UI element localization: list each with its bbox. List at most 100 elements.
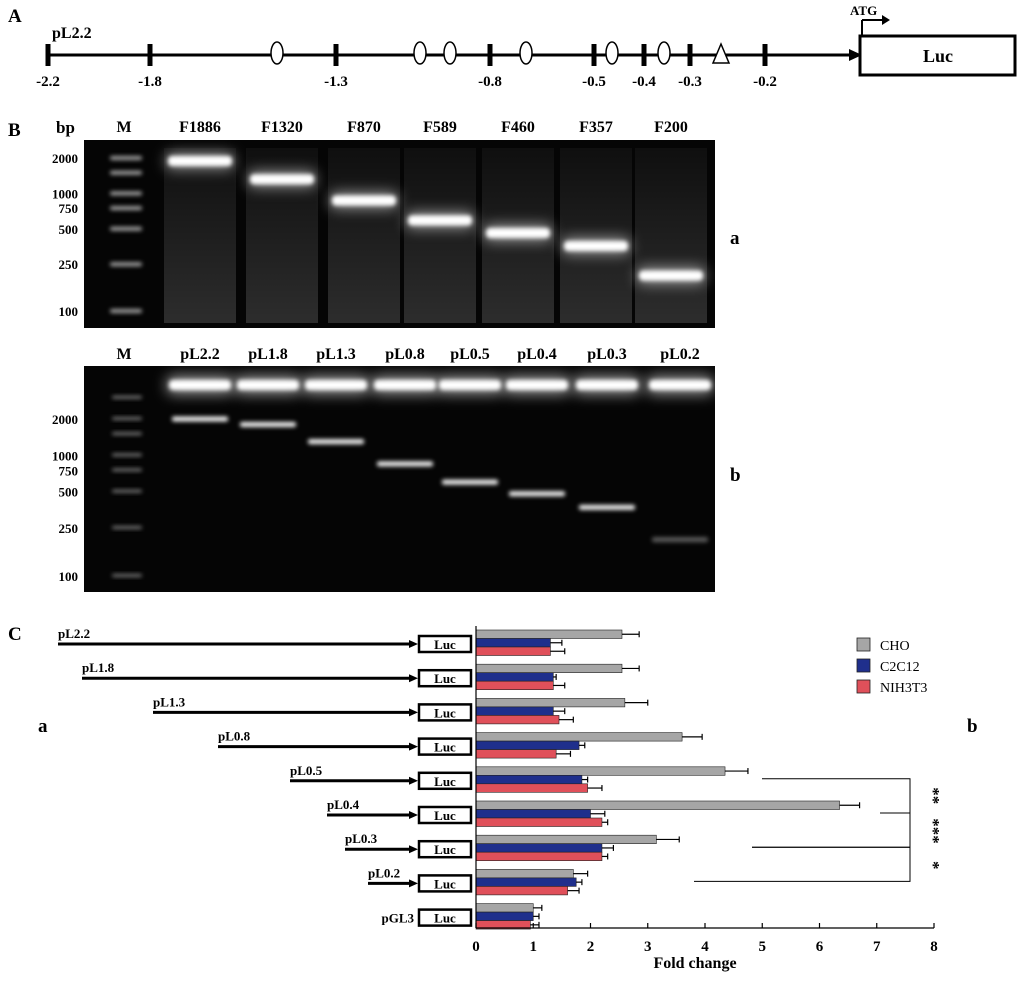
ladder-band <box>112 489 142 493</box>
x-axis-title: Fold change <box>653 955 736 972</box>
luc-label: Luc <box>434 911 456 926</box>
panel-letter-b: B <box>8 120 21 141</box>
luc-box <box>417 737 473 756</box>
vector-band <box>374 380 436 390</box>
legend-label: CHO <box>880 639 910 654</box>
construct-arrowhead <box>409 674 418 683</box>
map-tick-label: -0.5 <box>582 74 606 90</box>
gel-lane-label: F1886 <box>179 119 221 136</box>
map-triangle <box>711 42 731 64</box>
luc-label: Luc <box>434 774 456 789</box>
bar-c2c12 <box>475 775 583 785</box>
map-tick-label: -1.8 <box>138 74 162 90</box>
vector-band <box>649 380 711 390</box>
bar-nih3t3 <box>475 749 557 759</box>
luc-box <box>417 805 473 825</box>
chart-sublabel: b <box>967 716 978 737</box>
construct-label: pGL3 <box>381 911 414 926</box>
insert-band <box>308 439 364 445</box>
gel-a-sublabel: a <box>730 228 740 249</box>
legend-swatch <box>856 679 871 694</box>
luc-label: Luc <box>434 740 456 755</box>
insert-band <box>652 537 708 543</box>
vector-band <box>506 380 568 390</box>
luc-box <box>417 634 473 654</box>
construct-arrowhead <box>409 742 418 751</box>
gel-lane-label: pL0.3 <box>587 346 627 363</box>
bar-nih3t3 <box>475 886 568 896</box>
map-ellipse <box>443 41 457 65</box>
vector-band <box>305 380 367 390</box>
legend-swatch <box>856 658 871 673</box>
ladder-label: 250 <box>59 521 79 536</box>
bar-cho <box>475 869 574 879</box>
dna-band <box>639 270 703 281</box>
luc-box <box>417 839 473 859</box>
atg-arrowhead <box>882 15 890 25</box>
vector-band <box>576 380 638 390</box>
map-ellipse <box>413 41 427 65</box>
gel-lane-label: pL1.3 <box>316 346 356 363</box>
construct-arrowhead <box>409 845 418 854</box>
x-tick-label: 1 <box>530 939 538 955</box>
ladder-band <box>112 417 142 420</box>
bar-nih3t3 <box>475 783 588 793</box>
ladder-label: 1000 <box>52 186 78 201</box>
ladder-band <box>110 156 142 160</box>
constructs-sublabel: a <box>38 716 48 737</box>
insert-band <box>377 461 433 467</box>
dna-band <box>168 155 232 166</box>
gel-image-a: M F1886 F1320 F870 F589 F460 F357 F200 2000 1000… <box>52 119 715 328</box>
legend-label: C2C12 <box>880 660 920 675</box>
bp-label: bp <box>56 118 75 137</box>
promoter-arrowhead <box>849 49 862 61</box>
ladder-band <box>112 468 142 472</box>
luc-box <box>417 703 473 722</box>
x-tick-label: 2 <box>587 939 595 955</box>
map-tick-label: -0.8 <box>478 74 502 90</box>
bar-cho <box>475 663 623 674</box>
gel-lane-label: pL2.2 <box>180 346 220 363</box>
x-tick-label: 8 <box>930 939 938 955</box>
ladder-band <box>110 309 142 313</box>
significance-brackets: ****** <box>694 778 943 882</box>
map-ellipse <box>605 41 619 65</box>
dna-band <box>408 215 472 226</box>
bar-c2c12 <box>475 638 551 648</box>
construct-arrowhead <box>409 776 418 785</box>
x-tick-label: 3 <box>644 939 652 955</box>
bar-nih3t3 <box>475 680 554 691</box>
ladder-label: 2000 <box>52 151 78 166</box>
bar-cho <box>475 698 626 708</box>
luc-label: Luc <box>434 876 456 891</box>
luc-box <box>417 771 473 791</box>
bar-c2c12 <box>475 672 554 682</box>
dna-band <box>564 241 628 252</box>
construct-label: pL0.3 <box>345 831 378 846</box>
gel-background <box>84 366 715 592</box>
x-tick-label: 7 <box>873 939 881 955</box>
ladder-label: 2000 <box>52 412 78 427</box>
luc-label: Luc <box>434 705 456 720</box>
gel-lane-label: F589 <box>423 119 457 136</box>
lane-smear <box>404 148 476 323</box>
map-ellipse <box>657 41 671 65</box>
ladder-label: 1000 <box>52 448 78 463</box>
luc-label: Luc <box>434 671 456 686</box>
ladder-band <box>110 226 142 231</box>
gel-lane-label: F1320 <box>261 119 303 136</box>
gel-lane-label: F200 <box>654 119 688 136</box>
gel-lane-label: M <box>116 346 131 363</box>
construct-arrowhead <box>409 811 418 819</box>
map-tick-label: -0.2 <box>753 74 777 90</box>
ladder-label: 100 <box>59 304 79 319</box>
bar-nih3t3 <box>475 715 560 725</box>
gel-lane-label: pL0.2 <box>660 346 700 363</box>
gel-lane-label: F357 <box>579 119 613 136</box>
bar-cho <box>475 732 683 742</box>
map-tick-label: -0.4 <box>632 74 656 90</box>
map-ticks: -2.2 -1.8 -1.3 -0.8 -0.5 -0.4 -0.3 -0.2 <box>36 44 777 90</box>
construct-label: pL1.3 <box>153 694 186 709</box>
bar-nih3t3 <box>475 646 551 656</box>
vector-band <box>169 380 231 390</box>
